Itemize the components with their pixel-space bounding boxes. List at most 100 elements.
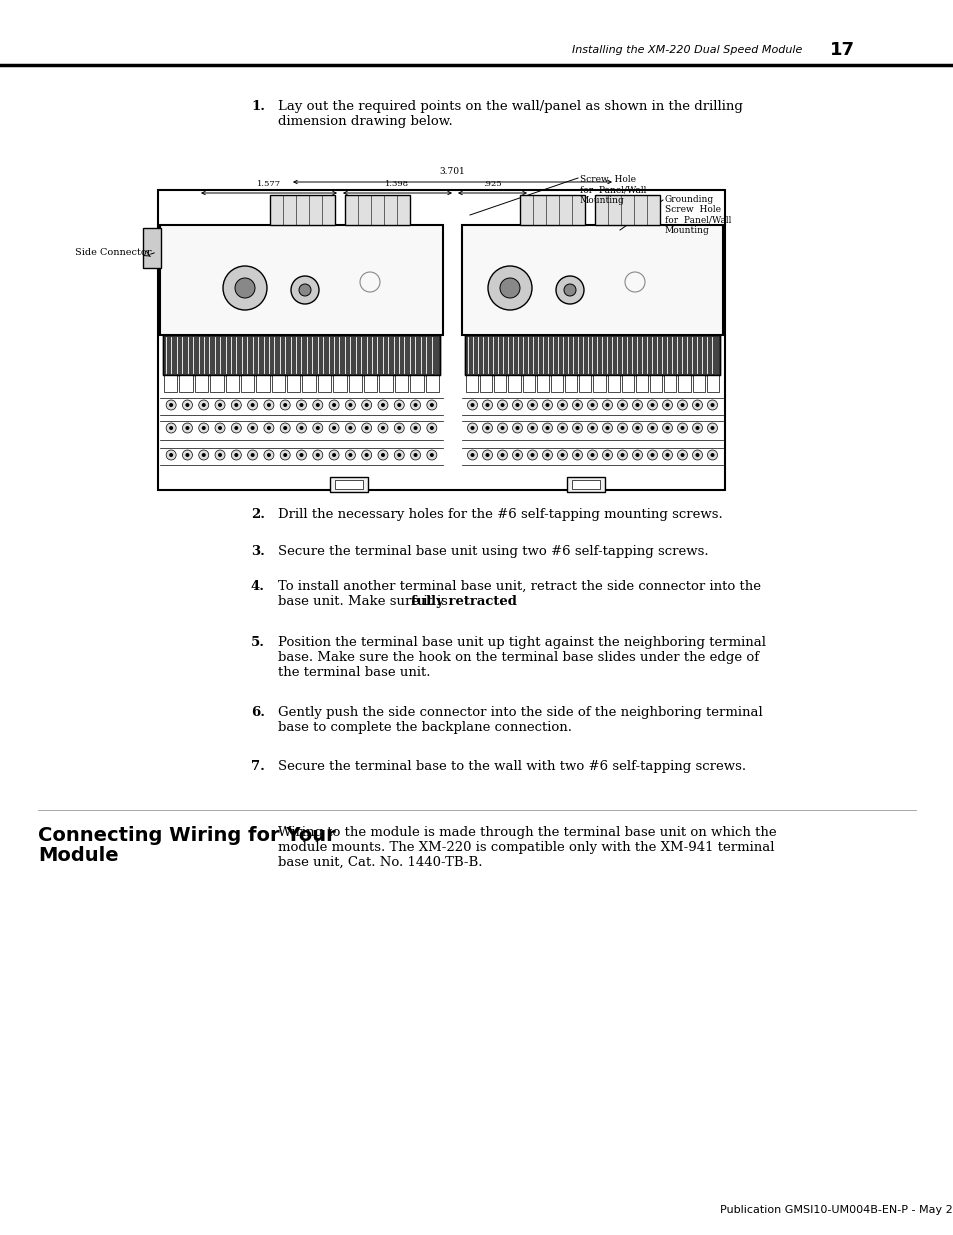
Circle shape (602, 424, 612, 433)
Circle shape (329, 450, 338, 459)
Bar (395, 375, 408, 391)
Circle shape (617, 400, 627, 410)
Circle shape (679, 426, 684, 430)
Text: Installing the XM-220 Dual Speed Module: Installing the XM-220 Dual Speed Module (571, 44, 801, 56)
Bar (566, 477, 604, 492)
Bar (663, 375, 676, 391)
Circle shape (298, 284, 311, 296)
Circle shape (234, 453, 238, 457)
Circle shape (377, 400, 388, 410)
Circle shape (223, 266, 267, 310)
Text: Publication GMSI10-UM004B-EN-P - May 2010: Publication GMSI10-UM004B-EN-P - May 201… (720, 1205, 953, 1215)
Bar (225, 375, 238, 391)
Text: 1.398: 1.398 (385, 180, 409, 188)
Bar (143, 228, 161, 268)
Circle shape (166, 450, 176, 459)
Circle shape (679, 453, 684, 457)
Circle shape (377, 450, 388, 459)
Circle shape (515, 426, 519, 430)
Circle shape (602, 400, 612, 410)
Circle shape (647, 400, 657, 410)
Circle shape (430, 403, 434, 408)
Bar (607, 375, 619, 391)
Circle shape (313, 424, 322, 433)
Text: Position the terminal base unit up tight against the neighboring terminal
base. : Position the terminal base unit up tight… (277, 636, 765, 679)
Circle shape (499, 278, 519, 298)
Bar (692, 375, 704, 391)
Circle shape (485, 403, 489, 408)
Bar (160, 225, 442, 335)
Circle shape (315, 426, 319, 430)
Circle shape (280, 400, 290, 410)
Circle shape (410, 450, 420, 459)
Bar (621, 375, 634, 391)
Circle shape (198, 400, 209, 410)
Circle shape (251, 403, 254, 408)
Bar (302, 375, 315, 391)
Circle shape (280, 450, 290, 459)
Text: .: . (499, 595, 504, 608)
Bar (335, 480, 363, 489)
Circle shape (677, 450, 687, 459)
Bar (706, 375, 719, 391)
Circle shape (632, 400, 641, 410)
Circle shape (542, 450, 552, 459)
Circle shape (299, 453, 303, 457)
Circle shape (394, 424, 404, 433)
Circle shape (234, 426, 238, 430)
Circle shape (377, 424, 388, 433)
Bar (270, 195, 335, 225)
Circle shape (695, 426, 699, 430)
Circle shape (410, 424, 420, 433)
Circle shape (679, 403, 684, 408)
Circle shape (530, 403, 534, 408)
Circle shape (313, 400, 322, 410)
Circle shape (201, 426, 206, 430)
Circle shape (426, 424, 436, 433)
Bar (287, 375, 300, 391)
Circle shape (677, 400, 687, 410)
Bar (330, 477, 368, 492)
Circle shape (530, 453, 534, 457)
Circle shape (348, 426, 352, 430)
Circle shape (361, 424, 372, 433)
Circle shape (572, 400, 582, 410)
Circle shape (264, 400, 274, 410)
Circle shape (527, 450, 537, 459)
Text: fully retracted: fully retracted (411, 595, 517, 608)
Circle shape (394, 400, 404, 410)
Circle shape (542, 424, 552, 433)
Bar (564, 375, 577, 391)
Circle shape (632, 424, 641, 433)
Circle shape (619, 453, 624, 457)
Circle shape (251, 453, 254, 457)
Circle shape (332, 403, 335, 408)
Circle shape (650, 453, 654, 457)
Circle shape (410, 400, 420, 410)
Bar (494, 375, 506, 391)
Circle shape (396, 453, 401, 457)
Circle shape (426, 400, 436, 410)
Circle shape (619, 403, 624, 408)
Circle shape (500, 453, 504, 457)
Circle shape (515, 453, 519, 457)
Text: Wiring to the module is made through the terminal base unit on which the
module : Wiring to the module is made through the… (277, 826, 776, 869)
Bar (519, 195, 584, 225)
Circle shape (251, 426, 254, 430)
Bar (650, 375, 661, 391)
Bar (537, 375, 548, 391)
Circle shape (364, 403, 368, 408)
Circle shape (557, 450, 567, 459)
Circle shape (563, 284, 576, 296)
Circle shape (661, 424, 672, 433)
Circle shape (512, 450, 522, 459)
Bar (364, 375, 377, 391)
Circle shape (291, 275, 318, 304)
Text: Grounding
Screw  Hole
for  Panel/Wall
Mounting: Grounding Screw Hole for Panel/Wall Moun… (664, 195, 731, 235)
Bar (241, 375, 254, 391)
Circle shape (264, 424, 274, 433)
Text: Drill the necessary holes for the #6 self-tapping mounting screws.: Drill the necessary holes for the #6 sel… (277, 508, 722, 521)
Bar (210, 375, 223, 391)
Circle shape (572, 424, 582, 433)
Circle shape (590, 453, 594, 457)
